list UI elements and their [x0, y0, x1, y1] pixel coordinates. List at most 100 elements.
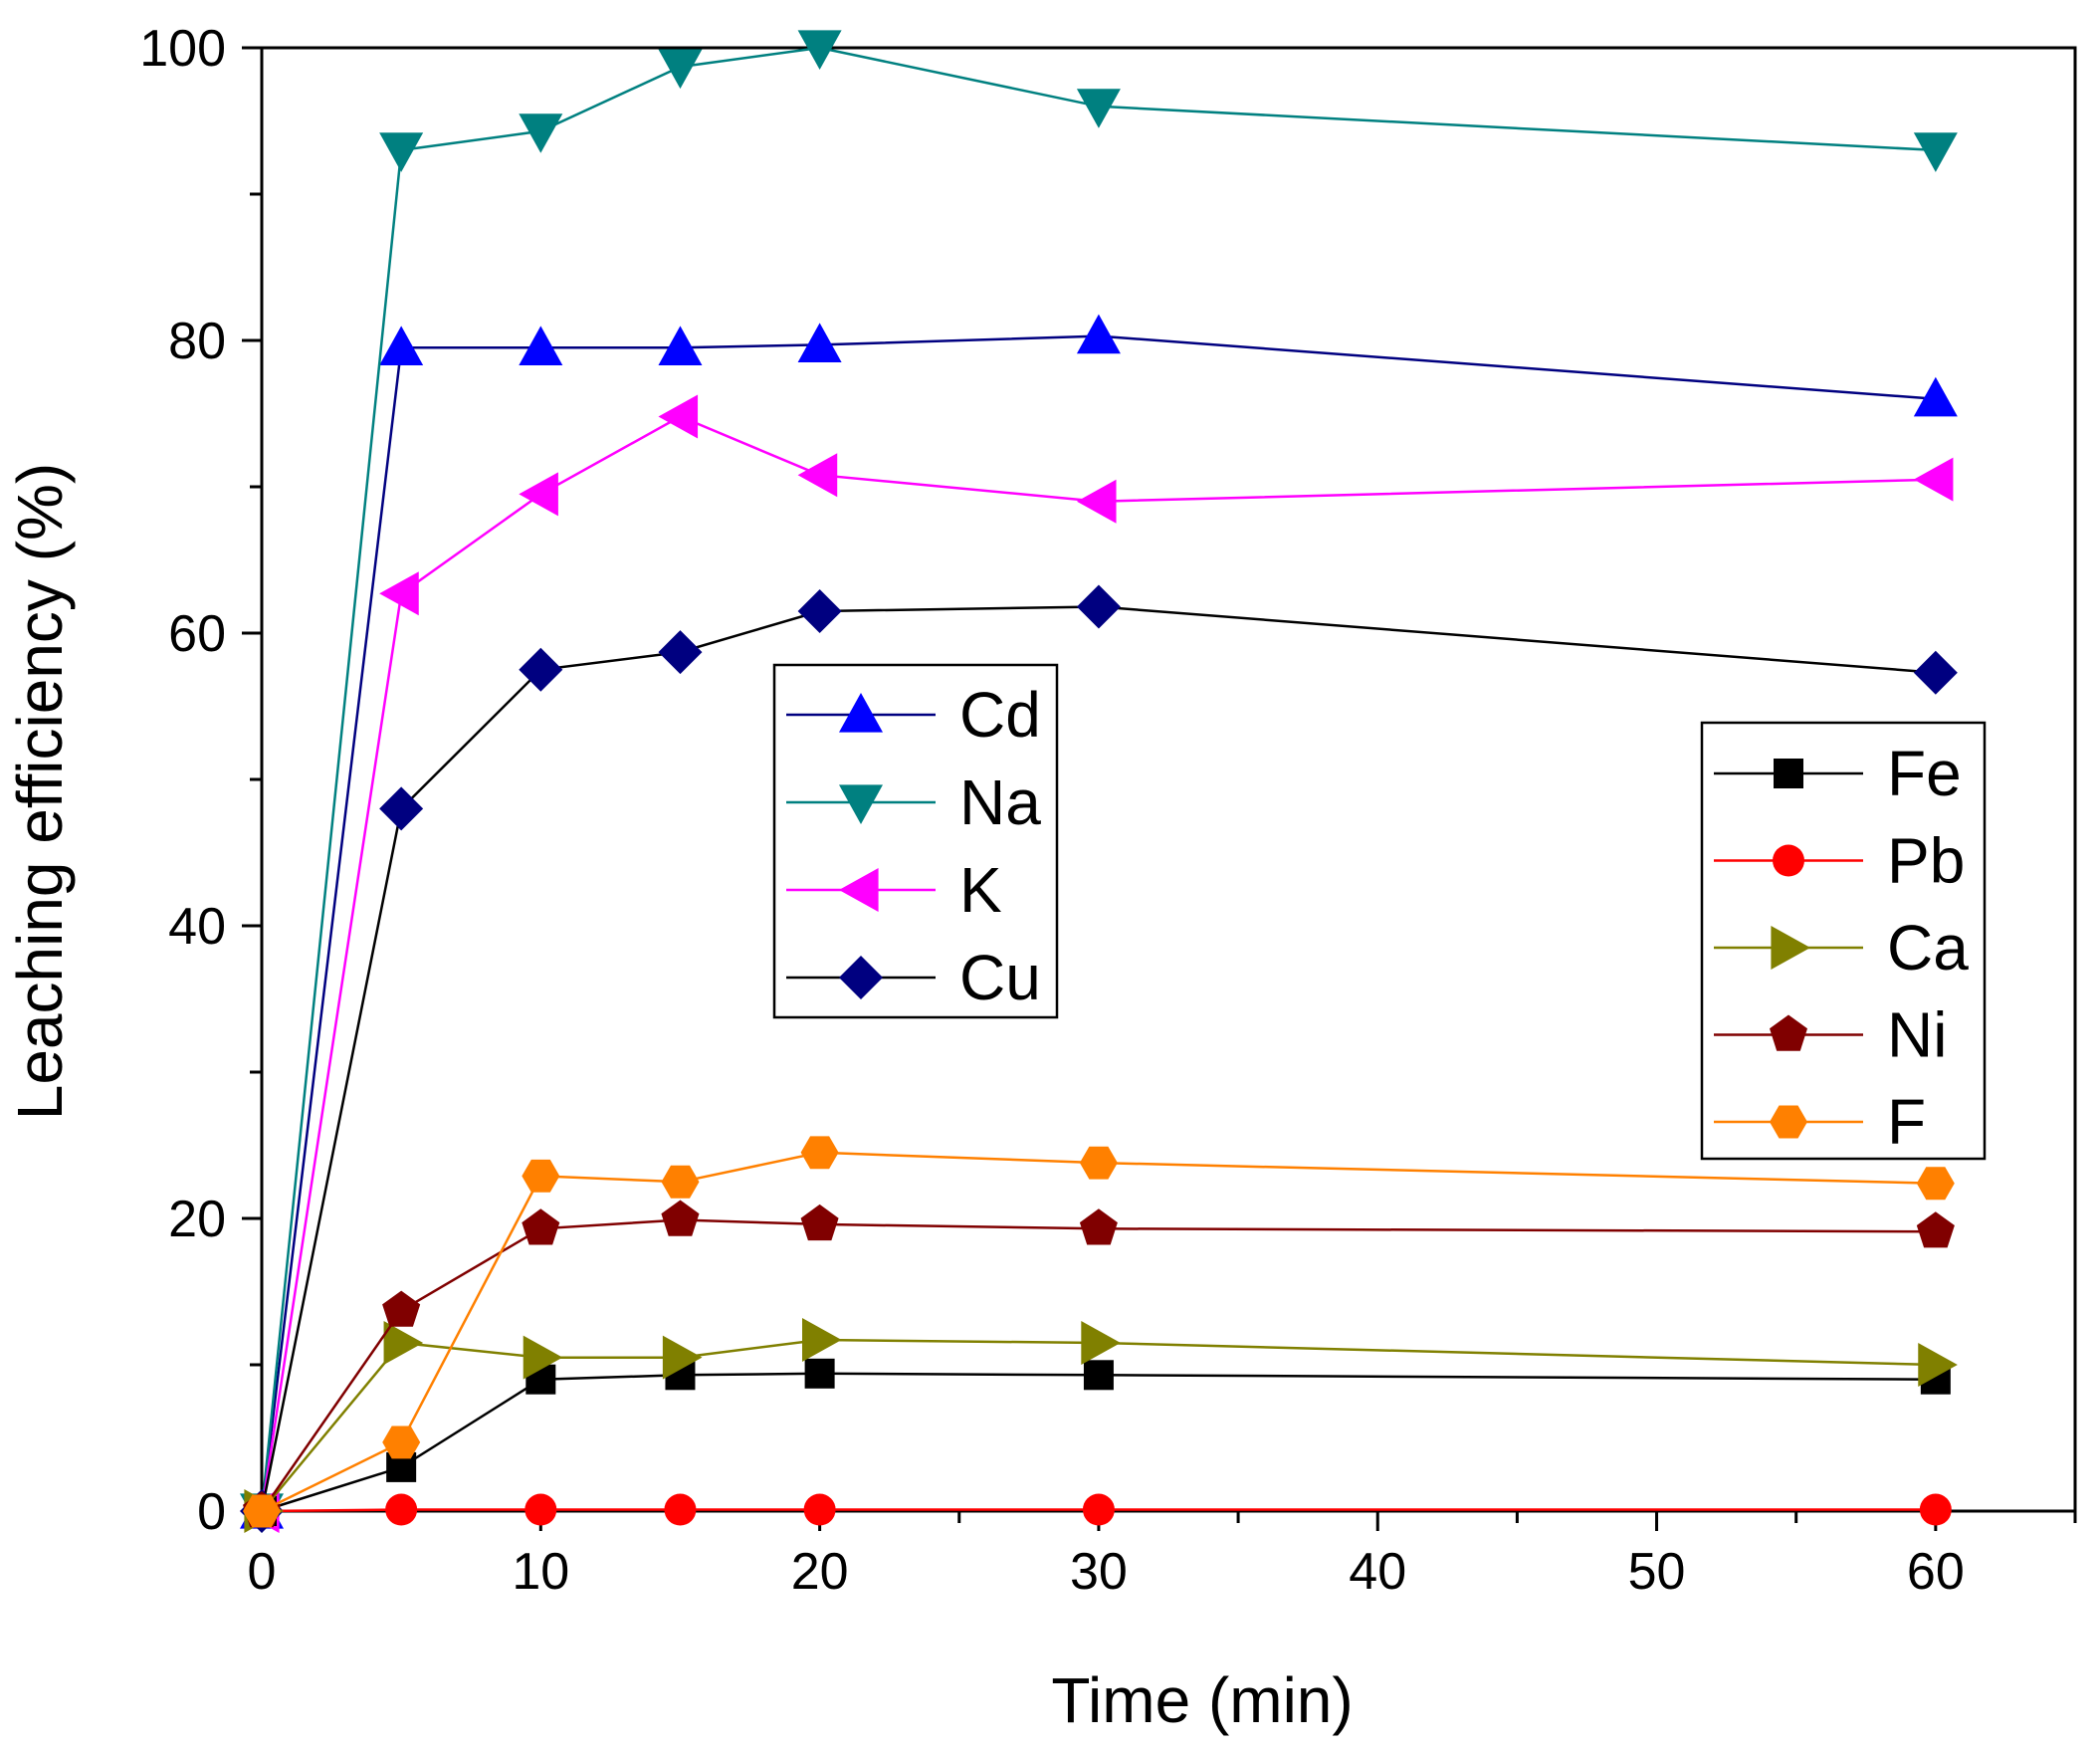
y-tick-label: 100 — [139, 20, 226, 78]
data-point-pb — [803, 1493, 836, 1526]
legend-label: Fe — [1887, 738, 1962, 809]
data-point-f — [522, 1159, 560, 1193]
series-layer — [240, 30, 1958, 1533]
data-point-cu — [1076, 584, 1121, 629]
data-point-na — [797, 30, 842, 70]
data-point-f — [661, 1165, 700, 1199]
y-tick-label: 0 — [197, 1483, 226, 1541]
data-point-pb — [525, 1493, 557, 1526]
data-point-f — [800, 1136, 839, 1170]
series-pb — [246, 1493, 1952, 1527]
data-point-cd — [658, 326, 703, 365]
data-point-na — [658, 49, 703, 90]
legend-entry-pb: Pb — [1714, 825, 1965, 897]
legend-box — [772, 663, 1059, 1019]
x-axis-title: Time (min) — [1051, 1664, 1353, 1736]
series-na — [240, 30, 1958, 1533]
legend-marker — [1773, 844, 1804, 877]
legend-entry-fe: Fe — [1714, 738, 1962, 809]
data-point-ca — [662, 1335, 703, 1380]
data-point-cu — [379, 786, 424, 831]
series-line-fe — [261, 1372, 1936, 1513]
series-ca — [244, 1318, 1958, 1533]
data-point-f — [1916, 1167, 1955, 1201]
data-point-cu — [797, 588, 842, 633]
data-point-ca — [802, 1318, 842, 1363]
data-point-f — [1079, 1146, 1118, 1180]
legend-marker — [1774, 759, 1803, 788]
legend-center: Cd Na K Cu — [772, 663, 1059, 1019]
data-point-ca — [1918, 1343, 1958, 1387]
data-point-na — [519, 113, 563, 153]
data-point-cu — [658, 630, 703, 675]
data-point-ni — [1916, 1211, 1955, 1248]
legend-marker — [1770, 1105, 1807, 1139]
y-tick-label: 60 — [168, 605, 226, 663]
x-tick-label: 10 — [512, 1543, 569, 1601]
data-point-ca — [523, 1335, 563, 1380]
data-point-k — [379, 571, 419, 616]
legend-marker — [839, 868, 879, 912]
legend-box — [1700, 721, 1987, 1161]
data-point-ni — [1079, 1208, 1118, 1245]
legend-entry-cd: Cd — [786, 679, 1041, 751]
legend-label: K — [959, 854, 1002, 926]
data-point-fe — [1083, 1360, 1114, 1391]
data-point-k — [797, 453, 838, 498]
x-tick-label: 60 — [1907, 1543, 1965, 1601]
data-point-cd — [797, 323, 842, 363]
y-tick-label: 40 — [168, 898, 226, 956]
y-axis-title: Leaching efficiency (%) — [4, 463, 76, 1121]
data-point-k — [519, 472, 558, 517]
legend-entry-na: Na — [786, 766, 1041, 838]
legend-entry-f: F — [1714, 1086, 1926, 1158]
legend-marker — [1770, 1014, 1807, 1051]
legend-entry-cu: Cu — [786, 942, 1041, 1013]
data-point-na — [1913, 132, 1958, 172]
series-ni — [243, 1200, 1955, 1528]
data-point-na — [379, 132, 424, 172]
data-point-cd — [1076, 314, 1121, 354]
series-f — [243, 1136, 1955, 1528]
legend-entry-ni: Ni — [1714, 999, 1947, 1071]
legend-label: Na — [959, 766, 1041, 838]
x-tick-label: 30 — [1070, 1543, 1128, 1601]
data-point-na — [1076, 89, 1121, 128]
data-point-ca — [1081, 1320, 1121, 1365]
data-point-pb — [1082, 1493, 1115, 1526]
data-point-k — [1076, 479, 1117, 524]
data-point-pb — [664, 1493, 697, 1526]
legend-label: Cu — [959, 942, 1041, 1013]
series-line-na — [260, 46, 1936, 1512]
legend-label: Ca — [1887, 912, 1969, 984]
data-point-cd — [1913, 376, 1958, 417]
legend-right: Fe Pb Ca Ni F — [1700, 721, 1987, 1161]
x-tick-label: 0 — [248, 1543, 277, 1601]
legend-marker — [1771, 926, 1810, 970]
y-tick-label: 20 — [168, 1191, 226, 1248]
legend-label: F — [1887, 1086, 1926, 1158]
series-k — [240, 394, 1954, 1533]
data-point-ni — [382, 1290, 421, 1327]
data-point-ni — [661, 1200, 700, 1236]
data-point-cd — [379, 326, 424, 365]
legend-entry-ca: Ca — [1714, 912, 1969, 984]
data-point-ca — [383, 1320, 424, 1365]
legend-entry-k: K — [786, 854, 1002, 926]
x-tick-label: 20 — [791, 1543, 849, 1601]
data-point-pb — [1919, 1493, 1952, 1526]
legends: Cd Na K Cu Fe Pb Ca Ni F — [772, 663, 1987, 1161]
data-point-f — [382, 1425, 421, 1459]
data-point-ni — [800, 1204, 839, 1241]
legend-label: Pb — [1887, 825, 1965, 897]
legend-label: Cd — [959, 679, 1041, 751]
legend-marker — [839, 693, 883, 733]
data-point-k — [1913, 457, 1954, 502]
series-cd — [240, 314, 1958, 1529]
legend-marker — [839, 784, 883, 824]
data-point-cu — [519, 647, 563, 692]
data-point-f — [243, 1494, 281, 1528]
y-tick-label: 80 — [168, 313, 226, 370]
